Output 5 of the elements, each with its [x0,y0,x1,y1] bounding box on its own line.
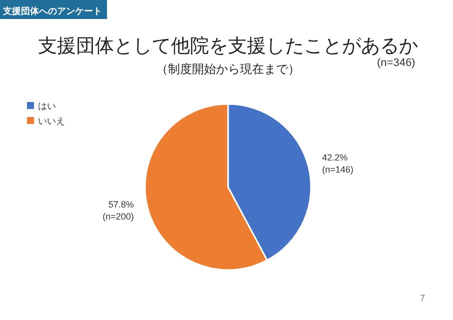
title: 支援団体として他院を支援したことがあるか [38,36,418,57]
annotation: (n=346) [377,57,416,69]
subtitle: （制度開始から現在まで） [156,62,300,76]
annotation: 支援団体へのアンケート [3,6,102,16]
annotation: 7 [420,293,426,303]
